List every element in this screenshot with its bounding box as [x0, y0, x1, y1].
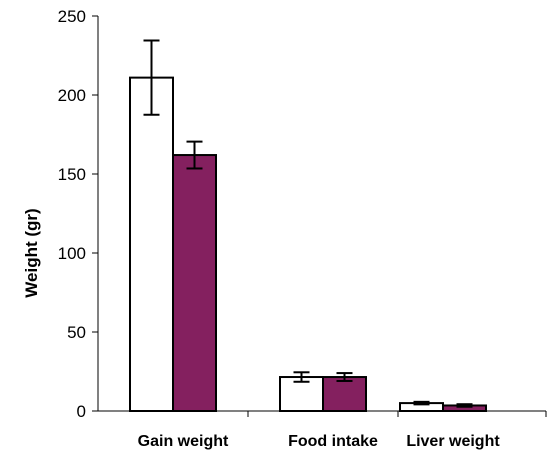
- y-tick-label: 250: [58, 7, 86, 26]
- bars: [129, 76, 487, 413]
- x-category-label: Gain weight: [138, 433, 229, 450]
- y-tick-label: 200: [58, 86, 86, 105]
- y-tick-label: 150: [58, 165, 86, 184]
- x-category-label: Liver weight: [406, 433, 500, 450]
- y-tick-label: 100: [58, 244, 86, 263]
- error-bars: [143, 39, 473, 408]
- y-axis-title: Weight (gr): [22, 208, 41, 297]
- bar: [322, 376, 367, 412]
- y-tick-label: 0: [77, 402, 86, 421]
- labels: 0 50 100 150 200 250 Gain weight Food intake Liv…: [58, 7, 501, 450]
- bar: [172, 154, 217, 412]
- bar: [129, 76, 174, 413]
- x-category-label: Food intake: [288, 433, 378, 450]
- y-tick-label: 50: [67, 323, 86, 342]
